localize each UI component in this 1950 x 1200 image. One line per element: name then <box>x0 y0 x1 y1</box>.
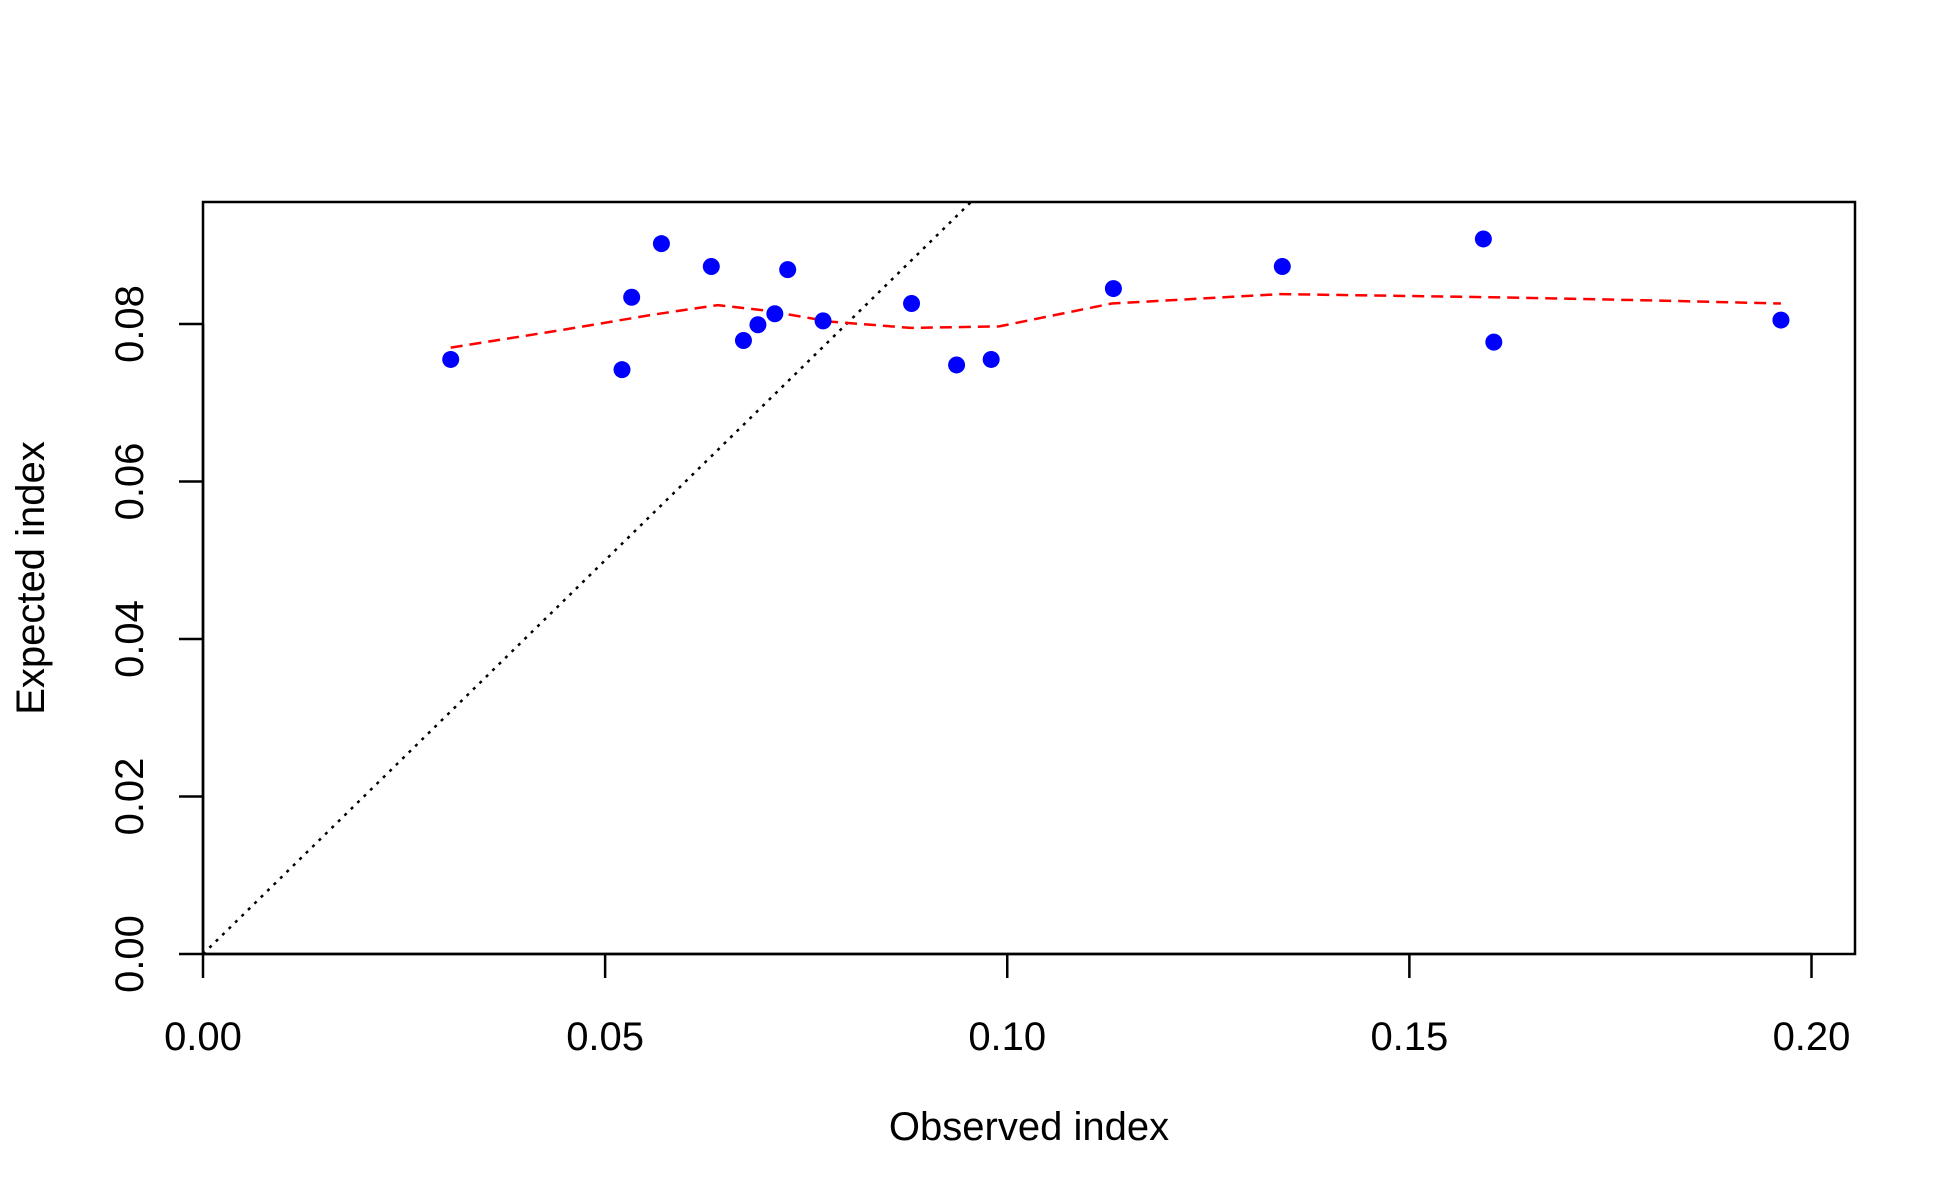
plot-area <box>203 202 1790 954</box>
y-tick-label: 0.02 <box>108 758 152 836</box>
y-tick-label: 0.04 <box>108 600 152 678</box>
x-axis: 0.00 0.05 0.10 0.15 0.20 <box>164 952 1851 1059</box>
reference-line <box>203 202 973 954</box>
y-tick-label: 0.08 <box>108 285 152 363</box>
data-point <box>1485 333 1503 351</box>
data-point <box>1104 280 1122 298</box>
data-point <box>734 332 752 350</box>
data-point <box>1273 258 1291 276</box>
data-point <box>702 258 720 276</box>
x-tick-label: 0.10 <box>968 1015 1046 1059</box>
x-axis-title: Observed index <box>889 1105 1169 1149</box>
data-point <box>442 350 460 368</box>
smooth-line <box>450 292 1781 349</box>
y-tick-label: 0.06 <box>108 443 152 521</box>
data-point <box>749 316 767 334</box>
data-point <box>948 356 966 374</box>
x-tick-label: 0.15 <box>1370 1015 1448 1059</box>
data-point <box>1772 311 1790 329</box>
data-point <box>623 288 641 306</box>
data-point <box>982 350 1000 368</box>
y-axis-title: Expected index <box>9 441 53 715</box>
plot-frame <box>201 200 1857 956</box>
data-point <box>652 235 670 253</box>
x-tick-label: 0.20 <box>1773 1015 1851 1059</box>
y-axis: 0.00 0.02 0.04 0.06 0.08 <box>108 285 205 993</box>
data-point <box>814 312 832 330</box>
x-tick-label: 0.05 <box>566 1015 644 1059</box>
y-tick-label: 0.00 <box>108 915 152 993</box>
data-point <box>903 295 921 313</box>
data-point <box>779 261 797 279</box>
data-point <box>766 305 784 323</box>
data-point <box>1474 230 1492 248</box>
x-tick-label: 0.00 <box>164 1015 242 1059</box>
data-point <box>613 361 631 379</box>
